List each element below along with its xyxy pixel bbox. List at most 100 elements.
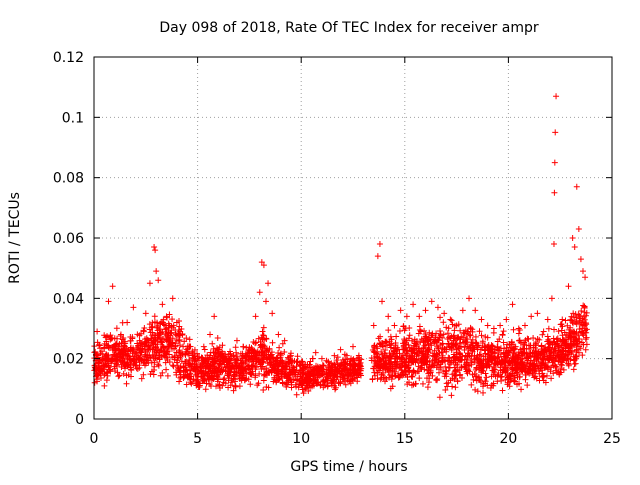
data-point — [582, 312, 589, 319]
data-point — [524, 359, 531, 366]
data-point — [435, 359, 442, 366]
data-point — [317, 381, 324, 388]
x-tick-label: 5 — [193, 431, 202, 447]
data-point — [268, 367, 275, 374]
data-point — [305, 370, 312, 377]
data-point — [92, 364, 99, 371]
data-point — [150, 371, 157, 378]
data-point — [372, 358, 379, 365]
data-point — [481, 347, 488, 354]
data-point — [232, 382, 239, 389]
data-point — [510, 347, 517, 354]
data-point — [577, 256, 584, 263]
data-point — [455, 344, 462, 351]
data-point — [453, 322, 460, 329]
data-point — [206, 354, 213, 361]
data-point — [177, 373, 184, 380]
data-point — [424, 337, 431, 344]
data-point — [472, 386, 479, 393]
data-point — [279, 366, 286, 373]
data-point — [460, 329, 467, 336]
data-point — [178, 325, 185, 332]
data-point — [128, 373, 135, 380]
data-point — [379, 298, 386, 305]
data-point — [463, 330, 470, 337]
data-point — [376, 341, 383, 348]
data-point — [235, 365, 242, 372]
data-point — [395, 373, 402, 380]
data-point — [408, 373, 415, 380]
data-point — [551, 159, 558, 166]
data-point — [111, 351, 118, 358]
data-point — [504, 362, 511, 369]
data-point — [153, 355, 160, 362]
data-point — [136, 364, 143, 371]
data-point — [120, 352, 127, 359]
data-point — [106, 367, 113, 374]
data-point — [559, 316, 566, 323]
data-point — [293, 383, 300, 390]
data-point — [202, 386, 209, 393]
data-point — [551, 326, 558, 333]
data-point — [434, 343, 441, 350]
data-point — [332, 386, 339, 393]
data-point — [478, 367, 485, 374]
data-point — [578, 307, 585, 314]
data-point — [408, 337, 415, 344]
data-point — [177, 367, 184, 374]
data-point — [559, 353, 566, 360]
data-point — [416, 313, 423, 320]
data-point — [152, 247, 159, 254]
data-point — [201, 346, 208, 353]
data-point — [422, 307, 429, 314]
data-point — [284, 381, 291, 388]
data-point — [140, 327, 147, 334]
data-point — [334, 369, 341, 376]
data-point — [550, 370, 557, 377]
data-point — [265, 280, 272, 287]
data-point — [115, 350, 122, 357]
data-point — [531, 374, 538, 381]
data-point — [538, 343, 545, 350]
data-point — [415, 345, 422, 352]
data-point — [511, 378, 518, 385]
data-point — [318, 355, 325, 362]
data-point — [163, 354, 170, 361]
data-point — [134, 366, 141, 372]
data-point — [453, 372, 460, 379]
data-point — [231, 373, 238, 380]
data-point — [303, 378, 310, 385]
data-point — [341, 378, 348, 385]
data-point — [116, 372, 123, 379]
data-point — [400, 343, 407, 350]
data-point — [260, 324, 267, 331]
data-point — [461, 344, 468, 351]
data-point — [150, 337, 157, 344]
data-point — [540, 373, 547, 380]
data-point — [472, 333, 479, 340]
data-point — [149, 319, 156, 326]
data-point — [480, 389, 487, 396]
data-point — [151, 349, 158, 356]
data-point — [417, 339, 424, 346]
data-point — [98, 365, 105, 372]
data-point — [499, 358, 506, 365]
data-point — [445, 364, 452, 371]
data-point — [270, 378, 277, 385]
data-point — [441, 345, 448, 352]
data-point — [579, 321, 586, 328]
data-point — [248, 344, 255, 351]
data-point — [583, 334, 590, 341]
data-point — [230, 352, 237, 359]
data-point — [479, 339, 486, 346]
data-point — [373, 362, 380, 369]
data-point — [449, 321, 456, 328]
data-point — [191, 346, 198, 353]
data-point — [456, 345, 463, 352]
data-point — [99, 351, 106, 358]
data-point — [386, 365, 393, 372]
data-point — [480, 353, 487, 360]
data-point — [183, 381, 190, 388]
data-point — [546, 349, 553, 356]
data-point — [169, 340, 176, 347]
